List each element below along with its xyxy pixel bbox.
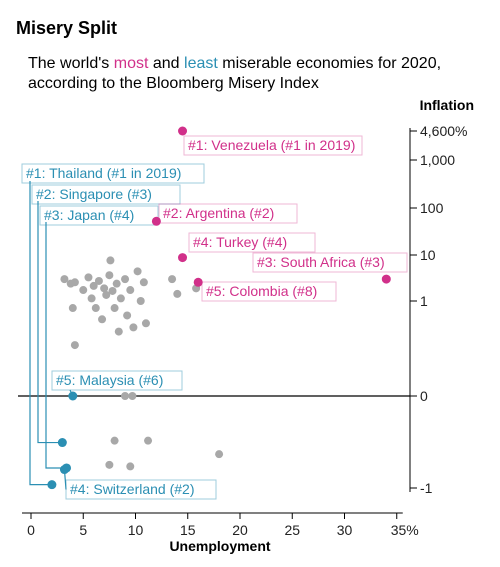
most-label-box [252,252,408,273]
other-country-point [128,392,137,400]
most-label-box [183,135,363,156]
other-country-point [94,276,103,285]
least-label-box [31,184,181,205]
other-country-point [144,436,153,445]
other-country-point [121,392,130,400]
least-miserable-label: #2: Singapore (#3) [36,186,152,202]
most-miserable-label: #2: Argentina (#2) [163,205,274,221]
other-country-point [136,297,145,305]
other-country-point [121,275,130,284]
most-miserable-point [381,274,391,284]
other-country-point [173,289,182,298]
other-country-point [98,315,107,324]
least-miserable-point [68,391,78,401]
least-leader-line [45,222,67,469]
other-country-point [105,460,114,469]
other-country-point [141,319,150,328]
least-leader-line [37,201,63,444]
other-country-point [112,279,121,288]
least-miserable-label: #5: Malaysia (#6) [56,372,163,388]
other-country-point [133,267,142,276]
other-country-point [126,286,135,295]
other-country-point [129,323,138,332]
x-tick-label: 10 [128,522,144,538]
least-label-box [21,163,205,184]
subtitle-text-1: The world's [28,55,114,72]
other-country-point [110,436,119,445]
other-country-point [84,273,93,282]
y-tick-label: 0 [420,388,428,404]
other-country-point [70,278,79,287]
least-miserable-point [59,465,69,475]
subtitle-most: most [113,55,149,72]
other-country-point [102,290,111,299]
least-miserable-label: #4: Switzerland (#2) [70,481,195,497]
other-country-point [123,311,132,320]
least-label-box [39,205,159,226]
other-country-point [116,294,125,303]
chart-title: Misery Split [16,18,118,38]
other-country-point [68,304,77,313]
least-miserable-label: #1: Thailand (#1 in 2019) [26,165,181,181]
y-tick-label: 4,600% [420,123,467,139]
least-label-box [51,370,183,391]
y-tick-label: 1 [420,293,428,309]
x-axis-title: Unemployment [169,538,270,554]
other-country-point [215,450,224,459]
other-country-point [60,275,69,284]
y-tick-label: 100 [420,200,444,216]
most-miserable-point [178,253,188,263]
other-country-point [70,341,79,350]
y-axis-title: Inflation [420,97,474,113]
most-miserable-label: #5: Colombia (#8) [206,283,317,299]
other-country-point [168,275,177,284]
x-tick-label: 25 [284,522,300,538]
other-country-point [110,304,119,313]
other-country-point [79,286,88,295]
other-country-point [106,256,115,265]
least-miserable-point [57,438,67,448]
least-miserable-label: #3: Japan (#4) [44,207,134,223]
most-miserable-label: #4: Turkey (#4) [193,234,287,250]
x-tick-label: 20 [232,522,248,538]
other-country-point [89,281,98,290]
other-country-point [126,462,135,471]
chart-subtitle: The world's most and least miserable eco… [28,54,478,94]
subtitle-text-3: miserable economies for 2020, according … [28,55,442,92]
x-tick-label: 0 [27,522,35,538]
most-miserable-label: #1: Venezuela (#1 in 2019) [188,137,355,153]
x-tick-label: 35% [391,522,419,538]
x-tick-label: 15 [180,522,196,538]
subtitle-least: least [184,55,218,72]
other-country-point [91,304,100,313]
least-leader-line [29,181,52,486]
x-tick-label: 5 [79,522,87,538]
most-miserable-point [178,126,188,136]
least-miserable-point [47,480,57,490]
other-country-point [105,271,114,280]
most-miserable-label: #3: South Africa (#3) [257,254,385,270]
y-tick-label: -1 [420,480,433,496]
y-tick-label: 10 [420,247,436,263]
y-tick-label: 1,000 [420,152,455,168]
most-miserable-point [151,216,161,226]
x-tick-label: 30 [337,522,353,538]
other-country-point [114,327,123,336]
other-country-point [108,286,117,295]
most-label-box [188,232,316,253]
other-country-point [100,284,109,293]
most-label-box [158,203,298,224]
most-miserable-point [193,277,203,287]
most-label-box [201,281,337,302]
subtitle-text-2: and [148,55,185,72]
other-country-point [139,278,148,287]
other-country-point [87,294,96,303]
